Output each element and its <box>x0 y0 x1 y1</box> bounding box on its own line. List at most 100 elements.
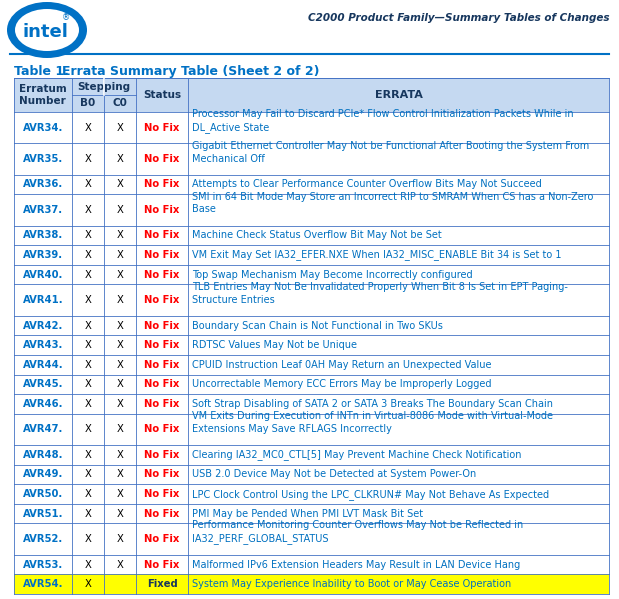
Text: AVR42.: AVR42. <box>23 320 63 331</box>
Text: X: X <box>116 470 123 479</box>
Text: X: X <box>116 450 123 460</box>
Text: SMI in 64 Bit Mode May Store an Incorrect RIP to SMRAM When CS has a Non-Zero
Ba: SMI in 64 Bit Mode May Store an Incorrec… <box>193 192 594 214</box>
Text: B0: B0 <box>80 98 95 108</box>
Text: No Fix: No Fix <box>144 399 180 409</box>
Text: X: X <box>84 295 91 305</box>
Text: Table 1.: Table 1. <box>14 65 69 78</box>
Text: Machine Check Status Overflow Bit May Not be Set: Machine Check Status Overflow Bit May No… <box>193 231 442 240</box>
Text: Boundary Scan Chain is Not Functional in Two SKUs: Boundary Scan Chain is Not Functional in… <box>193 320 443 331</box>
Text: PMI May be Pended When PMI LVT Mask Bit Set: PMI May be Pended When PMI LVT Mask Bit … <box>193 509 423 519</box>
Text: intel: intel <box>22 23 68 41</box>
Text: X: X <box>84 231 91 240</box>
Ellipse shape <box>15 9 79 51</box>
Text: X: X <box>84 270 91 280</box>
Bar <box>14 355 609 374</box>
Text: X: X <box>116 559 123 570</box>
Text: AVR35.: AVR35. <box>23 154 63 164</box>
Text: Processor May Fail to Discard PCIe* Flow Control Initialization Packets While in: Processor May Fail to Discard PCIe* Flow… <box>193 109 574 132</box>
Bar <box>14 78 609 112</box>
Text: System May Experience Inability to Boot or May Cease Operation: System May Experience Inability to Boot … <box>193 579 511 589</box>
Text: AVR37.: AVR37. <box>23 205 63 215</box>
Text: Performance Monitoring Counter Overflows May Not be Reflected in
IA32_PERF_GLOBA: Performance Monitoring Counter Overflows… <box>193 521 524 544</box>
Text: No Fix: No Fix <box>144 340 180 350</box>
Text: No Fix: No Fix <box>144 379 180 389</box>
Text: No Fix: No Fix <box>144 154 180 164</box>
Text: X: X <box>84 180 91 189</box>
Text: X: X <box>116 320 123 331</box>
Text: X: X <box>84 399 91 409</box>
Bar <box>14 112 609 143</box>
Text: C2000 Product Family—Summary Tables of Changes: C2000 Product Family—Summary Tables of C… <box>308 13 610 23</box>
Text: X: X <box>116 489 123 499</box>
Bar <box>14 465 609 484</box>
Text: Errata Summary Table (Sheet 2 of 2): Errata Summary Table (Sheet 2 of 2) <box>62 65 319 78</box>
Text: X: X <box>84 534 91 544</box>
Bar <box>14 335 609 355</box>
Text: X: X <box>84 425 91 434</box>
Text: Clearing IA32_MC0_CTL[5] May Prevent Machine Check Notification: Clearing IA32_MC0_CTL[5] May Prevent Mac… <box>193 449 522 461</box>
Text: AVR51.: AVR51. <box>23 509 63 519</box>
Bar <box>14 245 609 265</box>
Text: Malformed IPv6 Extension Headers May Result in LAN Device Hang: Malformed IPv6 Extension Headers May Res… <box>193 559 521 570</box>
Text: Attempts to Clear Performance Counter Overflow Bits May Not Succeed: Attempts to Clear Performance Counter Ov… <box>193 180 542 189</box>
Text: Fixed: Fixed <box>147 579 178 589</box>
Text: No Fix: No Fix <box>144 270 180 280</box>
Text: X: X <box>116 270 123 280</box>
Text: X: X <box>84 123 91 132</box>
Text: AVR36.: AVR36. <box>23 180 63 189</box>
Text: X: X <box>116 154 123 164</box>
Text: No Fix: No Fix <box>144 123 180 132</box>
Bar <box>14 265 609 285</box>
Ellipse shape <box>7 2 87 58</box>
Text: No Fix: No Fix <box>144 450 180 460</box>
Text: X: X <box>116 123 123 132</box>
Text: X: X <box>116 534 123 544</box>
Text: AVR43.: AVR43. <box>23 340 63 350</box>
Text: Status: Status <box>143 90 181 100</box>
Text: VM Exits During Execution of INTn in Virtual-8086 Mode with Virtual-Mode
Extensi: VM Exits During Execution of INTn in Vir… <box>193 411 553 434</box>
Text: Uncorrectable Memory ECC Errors May be Improperly Logged: Uncorrectable Memory ECC Errors May be I… <box>193 379 492 389</box>
Text: X: X <box>84 340 91 350</box>
Text: X: X <box>116 250 123 260</box>
Bar <box>14 414 609 445</box>
Text: USB 2.0 Device May Not be Detected at System Power-On: USB 2.0 Device May Not be Detected at Sy… <box>193 470 477 479</box>
Text: X: X <box>84 579 91 589</box>
Text: No Fix: No Fix <box>144 180 180 189</box>
Text: X: X <box>116 231 123 240</box>
Text: AVR53.: AVR53. <box>23 559 63 570</box>
Text: X: X <box>116 425 123 434</box>
Text: No Fix: No Fix <box>144 470 180 479</box>
Text: AVR41.: AVR41. <box>22 295 63 305</box>
Text: X: X <box>116 295 123 305</box>
Text: RDTSC Values May Not be Unique: RDTSC Values May Not be Unique <box>193 340 357 350</box>
Text: ®: ® <box>62 14 70 23</box>
Text: AVR40.: AVR40. <box>23 270 63 280</box>
Text: No Fix: No Fix <box>144 534 180 544</box>
Bar <box>14 504 609 524</box>
Bar <box>14 285 609 316</box>
Bar <box>14 226 609 245</box>
Text: LPC Clock Control Using the LPC_CLKRUN# May Not Behave As Expected: LPC Clock Control Using the LPC_CLKRUN# … <box>193 489 550 500</box>
Text: X: X <box>116 379 123 389</box>
Bar <box>14 194 609 226</box>
Text: Erratum
Number: Erratum Number <box>19 84 67 106</box>
Text: AVR45.: AVR45. <box>23 379 63 389</box>
Text: X: X <box>84 379 91 389</box>
Text: X: X <box>116 180 123 189</box>
Text: X: X <box>84 470 91 479</box>
Text: X: X <box>116 399 123 409</box>
Bar <box>14 524 609 555</box>
Text: AVR54.: AVR54. <box>23 579 63 589</box>
Bar <box>14 555 609 574</box>
Text: X: X <box>84 320 91 331</box>
Text: VM Exit May Set IA32_EFER.NXE When IA32_MISC_ENABLE Bit 34 is Set to 1: VM Exit May Set IA32_EFER.NXE When IA32_… <box>193 250 562 261</box>
Text: AVR39.: AVR39. <box>23 250 63 260</box>
Text: No Fix: No Fix <box>144 559 180 570</box>
Text: Stepping: Stepping <box>77 81 131 92</box>
Text: No Fix: No Fix <box>144 489 180 499</box>
Text: AVR50.: AVR50. <box>23 489 63 499</box>
Bar <box>14 143 609 175</box>
Text: X: X <box>84 205 91 215</box>
Text: AVR52.: AVR52. <box>23 534 63 544</box>
Bar <box>14 374 609 394</box>
